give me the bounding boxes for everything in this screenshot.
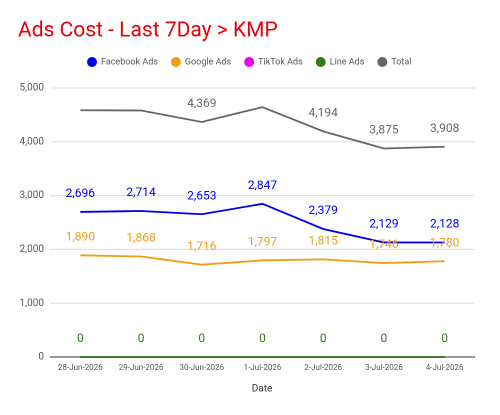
x-tick-label: 3-Jul-2026	[365, 363, 403, 372]
legend-label: Facebook Ads	[101, 57, 158, 67]
data-label: 2,129	[369, 217, 398, 231]
data-label: 3,875	[369, 123, 399, 137]
legend-marker	[377, 57, 388, 67]
x-tick-label: 30-Jun-2026	[179, 363, 224, 372]
data-label: 4,194	[309, 106, 339, 120]
data-label: 2,847	[248, 178, 278, 192]
legend-marker	[315, 57, 326, 67]
x-tick-label: 1-Jul-2026	[244, 363, 282, 372]
data-label: 1,746	[369, 237, 399, 251]
legend-marker	[170, 57, 181, 67]
data-label: 1,797	[248, 234, 278, 248]
data-label: 0	[441, 331, 448, 345]
legend-marker	[87, 57, 97, 67]
data-label: 2,714	[126, 185, 156, 199]
series-line	[80, 106, 445, 150]
data-label: 0	[320, 331, 327, 345]
data-label: 0	[259, 331, 266, 345]
data-label: 2,696	[66, 186, 96, 200]
y-tick-label: 3,000	[20, 190, 45, 201]
data-label: 2,379	[309, 203, 338, 217]
data-label: 0	[198, 331, 205, 345]
data-label: 4,369	[187, 96, 216, 110]
data-label: 0	[381, 331, 388, 345]
data-label: 1,815	[309, 234, 339, 248]
series-line	[80, 254, 445, 266]
data-label: 1,890	[66, 229, 96, 243]
y-tick-label: 5,000	[20, 83, 45, 94]
legend-label: Google Ads	[185, 57, 232, 67]
x-tick-label: 4-Jul-2026	[426, 363, 464, 372]
legend-label: Total	[391, 57, 411, 67]
data-label: 3,908	[430, 121, 460, 135]
legend-marker	[244, 57, 255, 67]
data-label: 1,716	[187, 239, 217, 253]
series-line	[80, 202, 445, 244]
data-label: 0	[138, 331, 145, 345]
y-tick-label: 2,000	[20, 244, 45, 255]
data-label: 2,653	[187, 188, 216, 202]
y-tick-label: 1,000	[20, 298, 45, 309]
data-label: 1,780	[430, 235, 460, 249]
chart-title: Ads Cost - Last 7Day > KMP	[18, 19, 278, 43]
data-label: 0	[77, 331, 84, 345]
legend-label: Line Ads	[330, 57, 365, 67]
data-label: 1,868	[126, 231, 156, 245]
x-tick-label: 29-Jun-2026	[119, 363, 164, 372]
y-tick-label: 0	[38, 352, 44, 363]
x-tick-label: 28-Jun-2026	[58, 363, 103, 372]
x-axis-title: Date	[252, 384, 273, 395]
data-label: 2,128	[430, 217, 460, 231]
legend-label: TikTok Ads	[258, 57, 303, 67]
x-tick-label: 2-Jul-2026	[304, 363, 342, 372]
y-tick-label: 4,000	[20, 136, 45, 147]
